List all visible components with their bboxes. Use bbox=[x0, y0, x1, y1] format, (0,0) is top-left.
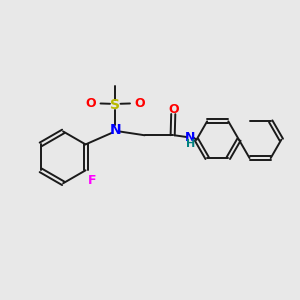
Text: F: F bbox=[88, 174, 96, 187]
Text: S: S bbox=[110, 98, 120, 112]
Text: O: O bbox=[168, 103, 178, 116]
Text: O: O bbox=[134, 97, 145, 110]
Text: N: N bbox=[110, 123, 121, 137]
Text: H: H bbox=[186, 139, 195, 149]
Text: O: O bbox=[86, 97, 96, 110]
Text: N: N bbox=[184, 131, 195, 144]
